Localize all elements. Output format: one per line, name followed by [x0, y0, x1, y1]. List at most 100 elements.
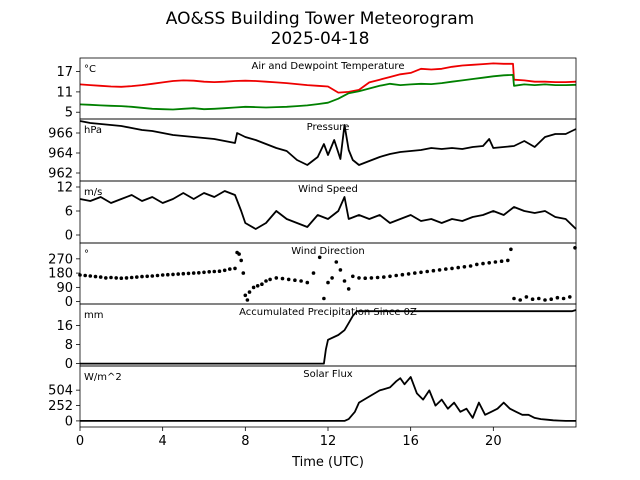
panel-4-ytick-label: 270	[48, 252, 73, 267]
x-tick-label: 4	[159, 434, 167, 449]
panel-4-point	[207, 270, 211, 274]
panel-3-unit: m/s	[84, 187, 102, 198]
panel-4-point	[419, 270, 423, 275]
panel-6-ytick-label: 504	[48, 384, 73, 399]
panel-5-ytick-label: 8	[65, 338, 73, 353]
panel-4-point	[330, 276, 334, 280]
panel-2-unit: hPa	[84, 125, 102, 136]
panel-4-ytick-label: 180	[48, 267, 73, 282]
panel-4-point	[468, 264, 473, 268]
panel-4-point	[255, 284, 260, 288]
panel-4-point	[186, 271, 191, 276]
panel-4-point	[425, 269, 430, 274]
panel-1-unit: °C	[84, 64, 96, 75]
panel-6-unit: W/m^2	[84, 372, 122, 383]
panel-1-series-2-line	[79, 74, 577, 111]
panel-4-point	[124, 276, 129, 280]
panel-4-point	[268, 277, 272, 282]
panel-4-point	[104, 276, 108, 280]
x-axis: 0 4 8 12 16 20	[76, 427, 502, 449]
x-tick-label: 8	[241, 434, 249, 449]
panel-4-point	[493, 260, 498, 264]
panel-4-point	[543, 298, 547, 302]
panel-4-unit: °	[84, 249, 89, 260]
panel-4-point	[487, 261, 492, 265]
panel-5-unit: mm	[84, 310, 103, 321]
panel-3-title: Wind Speed	[298, 184, 358, 195]
panel-4-point	[119, 276, 124, 281]
panel-4-point	[400, 272, 405, 277]
panel-4-point	[518, 298, 522, 302]
panel-4-point	[351, 274, 355, 279]
panel-3-ytick-label: 6	[65, 205, 73, 220]
panel-4-point	[241, 271, 246, 275]
panel-4-point	[239, 258, 243, 263]
panel-4-point	[437, 268, 442, 272]
panel-4-point	[475, 262, 479, 267]
panel-4-point	[286, 277, 291, 282]
panel-4-point	[512, 296, 516, 301]
panel-4-point	[431, 268, 436, 273]
panel-4-point	[160, 273, 165, 277]
panel-4-point	[317, 255, 322, 260]
panel-4-point	[394, 273, 399, 278]
panel-1-series-1-line	[79, 62, 577, 94]
panel-4-point	[549, 297, 553, 302]
panel-4-point	[363, 276, 368, 281]
x-tick-label: 16	[402, 434, 419, 449]
panel-4-point	[499, 259, 504, 264]
panel-4-point	[260, 282, 264, 287]
panel-4-point	[88, 274, 93, 278]
panel-4-point	[129, 275, 134, 280]
panel-4-point	[481, 261, 485, 266]
panel-1-ytick-label: 17	[56, 65, 73, 80]
panel-4-point	[568, 295, 572, 299]
panel-4-point	[444, 267, 448, 271]
panel-3-ytick-label: 0	[65, 229, 73, 244]
panel-4-point	[305, 280, 310, 285]
panel-4-point	[450, 266, 454, 271]
panel-2-ytick-label: 966	[48, 127, 73, 142]
panel-5-ytick-label: 0	[65, 357, 73, 372]
panel-4-point	[83, 273, 87, 278]
x-tick-label: 20	[485, 434, 502, 449]
panel-4-point	[93, 274, 98, 279]
panel-2-ytick-label: 962	[48, 167, 73, 182]
panel-4-point	[150, 274, 155, 278]
panel-4-point	[462, 265, 467, 269]
panel-4-point	[555, 295, 560, 300]
figure-title: AO&SS Building Tower Meteorogram	[166, 9, 474, 29]
panel-4-point	[176, 272, 180, 276]
panel-4-point	[530, 297, 535, 302]
panel-4-point	[166, 272, 170, 277]
panel-4-point	[382, 275, 386, 279]
panel-1-ytick-label: 11	[56, 85, 73, 100]
panel-4-point	[245, 298, 250, 302]
panel-4-point	[145, 274, 149, 279]
panel-4-point	[212, 269, 217, 274]
panel-3-ytick-label: 12	[56, 181, 73, 196]
panel-4-point	[524, 295, 529, 299]
panel-4-point	[251, 285, 256, 290]
panel-4-point	[322, 296, 326, 301]
panel-4-point	[509, 247, 513, 252]
panel-6-series-1-line	[80, 376, 576, 422]
panel-4-point	[561, 296, 566, 301]
x-axis-label: Time (UTC)	[291, 455, 364, 470]
panel-4-point	[375, 275, 380, 280]
panel-4-point	[346, 287, 351, 291]
panel-4-point	[293, 278, 297, 283]
panel-4-point	[274, 276, 279, 280]
panel-4-point	[171, 272, 175, 277]
panel-2: 962 964 966 hPa Pressure	[48, 118, 577, 182]
panel-5-title: Accumulated Precipitation Since 0Z	[239, 307, 417, 318]
panel-4-point	[228, 267, 232, 271]
panel-4-point	[456, 265, 461, 270]
panel-4-ytick-label: 90	[56, 281, 73, 296]
figure-subtitle: 2025-04-18	[271, 29, 370, 49]
panel-4-point	[155, 273, 160, 278]
panel-4-point	[506, 258, 510, 263]
panel-2-title: Pressure	[307, 122, 350, 133]
